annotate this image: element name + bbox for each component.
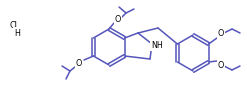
Text: O: O <box>76 59 82 68</box>
Text: O: O <box>218 61 224 70</box>
Text: O: O <box>218 29 224 38</box>
Text: NH: NH <box>151 40 163 50</box>
Text: H: H <box>14 29 20 38</box>
Text: O: O <box>115 15 121 24</box>
Text: Cl: Cl <box>9 22 17 31</box>
